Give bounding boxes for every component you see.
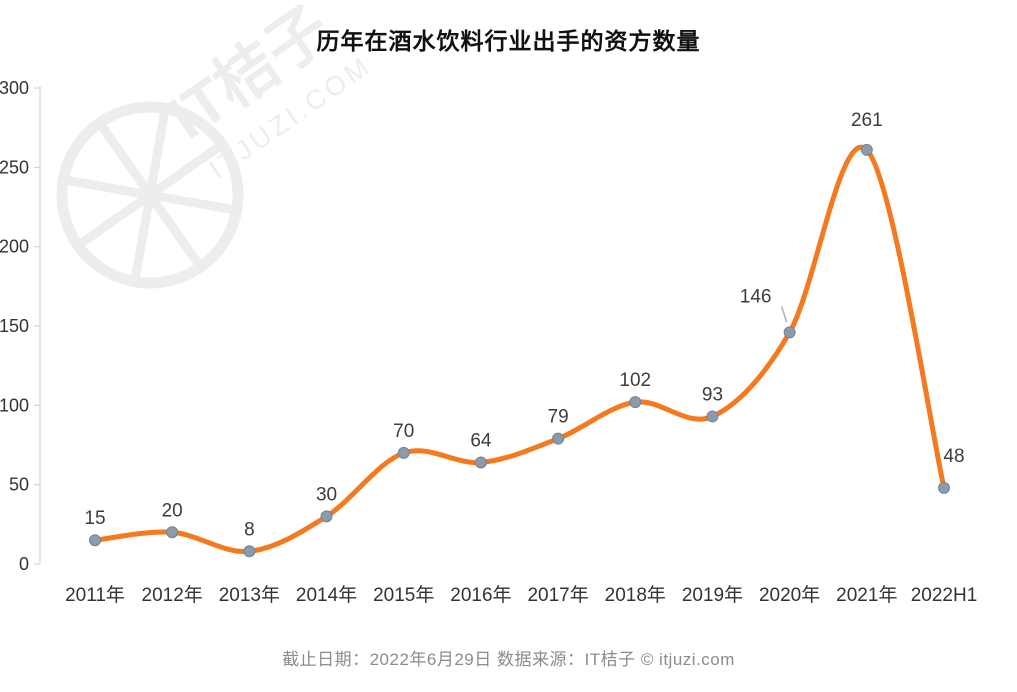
data-point (783, 326, 796, 339)
data-point (320, 510, 333, 523)
value-label: 261 (851, 110, 883, 131)
data-point (938, 481, 950, 494)
value-label: 64 (470, 430, 492, 451)
value-label: 8 (244, 519, 255, 540)
x-tick-label: 2017年 (527, 584, 588, 606)
y-tick-label: 100 (0, 395, 29, 415)
x-tick-label: 2014年 (296, 584, 357, 606)
x-tick-label: 2013年 (219, 584, 280, 606)
x-tick-label: 2019年 (682, 584, 743, 606)
y-tick-label: 50 (9, 475, 29, 495)
x-tick-label: 2020年 (759, 584, 820, 606)
data-point (860, 143, 873, 156)
value-label: 70 (393, 421, 414, 442)
data-point (397, 446, 410, 459)
value-label: 15 (84, 508, 105, 529)
chart-title: 历年在酒水饮料行业出手的资方数量 (316, 28, 701, 54)
value-label: 20 (162, 500, 183, 521)
y-tick-label: 200 (0, 237, 29, 257)
x-tick-label: 2022H1 (911, 585, 978, 606)
value-label: 93 (702, 384, 723, 405)
data-point (166, 526, 179, 539)
data-point (243, 545, 256, 558)
value-label: 30 (316, 484, 337, 505)
y-tick-label: 0 (19, 554, 29, 574)
footer-caption: 截止日期：2022年6月29日 数据来源：IT桔子 © itjuzi.com (282, 650, 735, 669)
data-point (629, 396, 642, 409)
value-label: 146 (740, 286, 772, 307)
value-label: 102 (619, 370, 651, 391)
x-tick-label: 2021年 (836, 584, 897, 606)
data-point (706, 410, 719, 423)
x-tick-label: 2018年 (605, 584, 666, 606)
series-line (92, 144, 947, 554)
value-label: 48 (943, 446, 964, 467)
label-leader-line (780, 306, 788, 323)
y-tick-label: 300 (0, 78, 29, 98)
value-label: 79 (548, 407, 569, 428)
y-tick-label: 150 (0, 316, 29, 336)
x-tick-label: 2015年 (373, 584, 434, 606)
data-point (474, 456, 487, 469)
x-tick-label: 2012年 (142, 584, 203, 606)
data-point (552, 432, 565, 445)
data-point (89, 534, 101, 547)
y-tick-label: 250 (0, 157, 29, 177)
x-tick-label: 2016年 (450, 584, 511, 606)
x-tick-label: 2011年 (65, 584, 125, 606)
